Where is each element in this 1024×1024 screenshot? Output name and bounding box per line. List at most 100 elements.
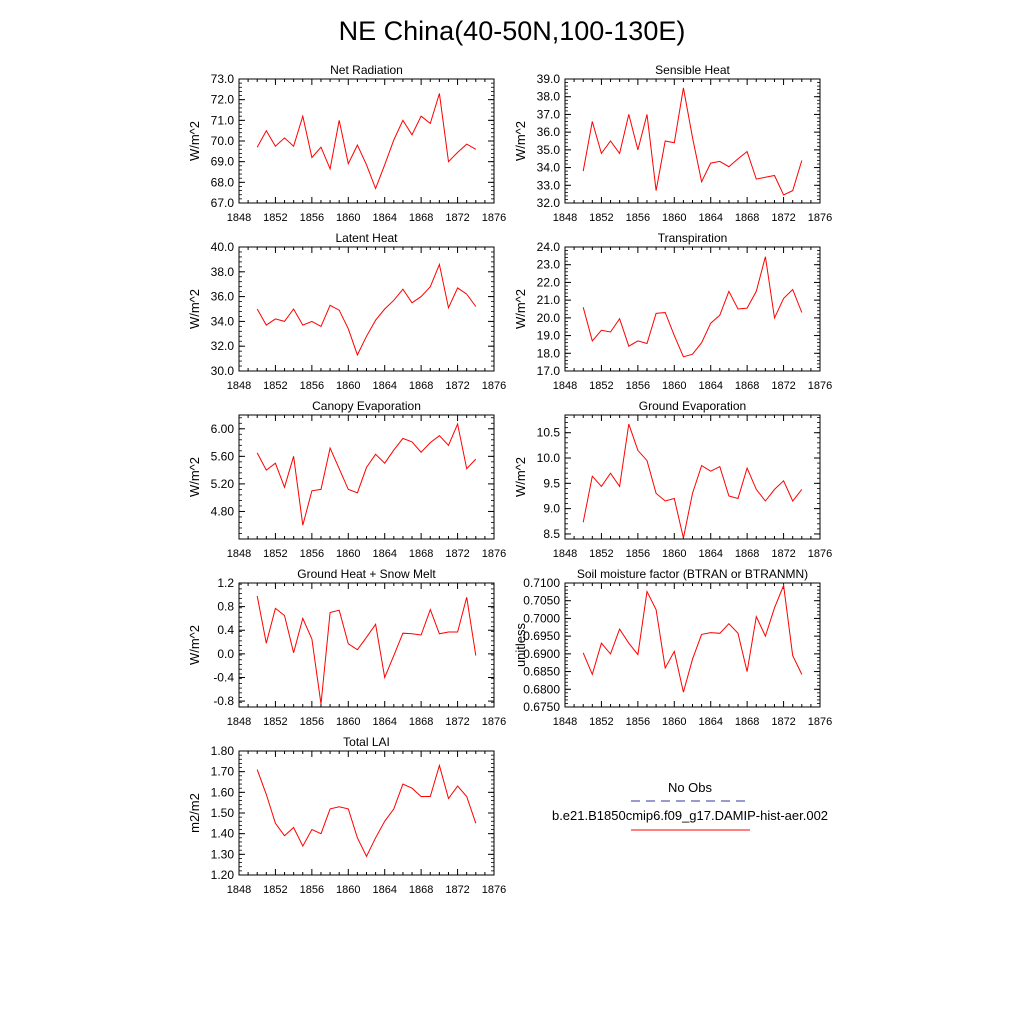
x-tick-label: 1848 (227, 380, 251, 392)
x-tick-label: 1860 (662, 212, 686, 224)
panel-title: Transpiration (658, 231, 728, 245)
y-tick-label: 0.6800 (523, 682, 560, 696)
x-tick-label: 1876 (482, 548, 506, 560)
x-tick-label: 1860 (336, 212, 360, 224)
y-tick-label: -0.8 (213, 694, 234, 708)
x-tick-label: 1856 (626, 548, 650, 560)
x-tick-label: 1860 (662, 380, 686, 392)
legend-label-no-obs: No Obs (668, 780, 713, 795)
y-tick-label: 71.0 (211, 113, 235, 127)
y-tick-label: 1.50 (211, 806, 235, 820)
y-tick-label: 21.0 (537, 293, 561, 307)
x-tick-label: 1864 (372, 884, 396, 896)
plot-frame (564, 78, 821, 204)
y-tick-label: 36.0 (211, 290, 235, 304)
plot-frame (564, 414, 821, 540)
x-tick-label: 1872 (445, 716, 469, 728)
x-tick-label: 1868 (409, 548, 433, 560)
y-tick-label: 1.80 (211, 744, 235, 758)
x-tick-label: 1856 (300, 380, 324, 392)
y-tick-label: 1.40 (211, 827, 235, 841)
y-tick-label: 67.0 (211, 196, 235, 210)
y-tick-label: 0.4 (217, 623, 234, 637)
x-tick-label: 1864 (372, 380, 396, 392)
y-tick-label: 0.6750 (523, 700, 560, 714)
x-tick-label: 1864 (698, 548, 722, 560)
series-line-total-lai (256, 763, 477, 858)
x-tick-label: 1868 (735, 212, 759, 224)
x-tick-label: 1864 (698, 380, 722, 392)
x-tick-label: 1848 (227, 884, 251, 896)
y-tick-label: 0.8 (217, 600, 234, 614)
y-tick-label: 32.0 (211, 339, 235, 353)
y-tick-label: 5.20 (211, 477, 235, 491)
series-line-ground-evaporation (582, 423, 803, 539)
x-tick-label: 1852 (589, 380, 613, 392)
y-axis-label: W/m^2 (513, 457, 528, 497)
y-tick-label: 33.0 (537, 178, 561, 192)
x-tick-label: 1848 (553, 380, 577, 392)
legend-label-model-run: b.e21.B1850cmip6.f09_g17.DAMIP-hist-aer.… (552, 808, 828, 823)
x-tick-label: 1852 (589, 716, 613, 728)
panel-transpiration: Transpiration W/m^2 1848 1852 1856 1860 1864 18… (513, 231, 832, 392)
y-tick-label: -0.4 (213, 670, 234, 684)
y-tick-label: 4.80 (211, 504, 235, 518)
y-tick-label: 5.60 (211, 449, 235, 463)
y-tick-label: 73.0 (211, 72, 235, 86)
series-line-latent-heat (256, 262, 477, 357)
y-tick-label: 8.5 (543, 527, 560, 541)
y-tick-label: 0.7100 (523, 576, 560, 590)
x-tick-label: 1860 (336, 884, 360, 896)
x-tick-label: 1872 (445, 548, 469, 560)
y-tick-label: 23.0 (537, 258, 561, 272)
y-axis-label: m2/m2 (187, 793, 202, 833)
panel-ground-evaporation: Ground Evaporation W/m^2 1848 1852 1856 1860 1… (513, 399, 832, 560)
x-tick-label: 1852 (589, 212, 613, 224)
x-tick-label: 1852 (263, 548, 287, 560)
y-tick-label: 38.0 (537, 90, 561, 104)
y-axis-label: unitless (513, 622, 528, 667)
x-tick-label: 1848 (227, 212, 251, 224)
x-tick-label: 1864 (698, 716, 722, 728)
panel-title: Canopy Evaporation (312, 399, 421, 413)
x-tick-label: 1868 (735, 380, 759, 392)
plot-frame (238, 414, 495, 540)
x-tick-label: 1848 (227, 716, 251, 728)
panel-title: Net Radiation (330, 63, 403, 77)
x-tick-label: 1852 (263, 884, 287, 896)
x-tick-label: 1864 (372, 716, 396, 728)
panel-title: Latent Heat (335, 231, 398, 245)
x-tick-label: 1876 (808, 380, 832, 392)
x-tick-label: 1872 (445, 212, 469, 224)
x-tick-label: 1876 (808, 716, 832, 728)
panel-sensible-heat: Sensible Heat W/m^2 1848 1852 1856 1860 1864 18… (513, 63, 832, 224)
x-tick-label: 1872 (771, 716, 795, 728)
x-tick-label: 1872 (771, 548, 795, 560)
panel-title: Ground Evaporation (639, 399, 746, 413)
y-tick-label: 24.0 (537, 240, 561, 254)
y-tick-label: 17.0 (537, 364, 561, 378)
y-tick-label: 1.70 (211, 765, 235, 779)
y-tick-label: 37.0 (537, 107, 561, 121)
y-tick-label: 38.0 (211, 265, 235, 279)
y-tick-label: 22.0 (537, 275, 561, 289)
x-tick-label: 1864 (372, 212, 396, 224)
panel-title: Total LAI (343, 735, 390, 749)
x-tick-label: 1876 (482, 212, 506, 224)
figure-title: NE China(40-50N,100-130E) (339, 16, 686, 46)
series-line-sensible-heat (582, 87, 803, 196)
x-tick-label: 1856 (300, 716, 324, 728)
x-tick-label: 1872 (445, 884, 469, 896)
series-line-transpiration (582, 256, 803, 358)
x-tick-label: 1868 (409, 884, 433, 896)
y-tick-label: 0.7000 (523, 611, 560, 625)
x-tick-label: 1848 (227, 548, 251, 560)
panel-title: Soil moisture factor (BTRAN or BTRANMN) (577, 567, 808, 581)
y-tick-label: 1.20 (211, 868, 235, 882)
series-line-soil-moisture-factor-btran-or-btranmn (582, 583, 803, 693)
x-tick-label: 1864 (698, 212, 722, 224)
series-line-net-radiation (256, 93, 477, 190)
plot-frame (238, 246, 495, 372)
y-tick-label: 1.60 (211, 785, 235, 799)
y-tick-label: 6.00 (211, 422, 235, 436)
